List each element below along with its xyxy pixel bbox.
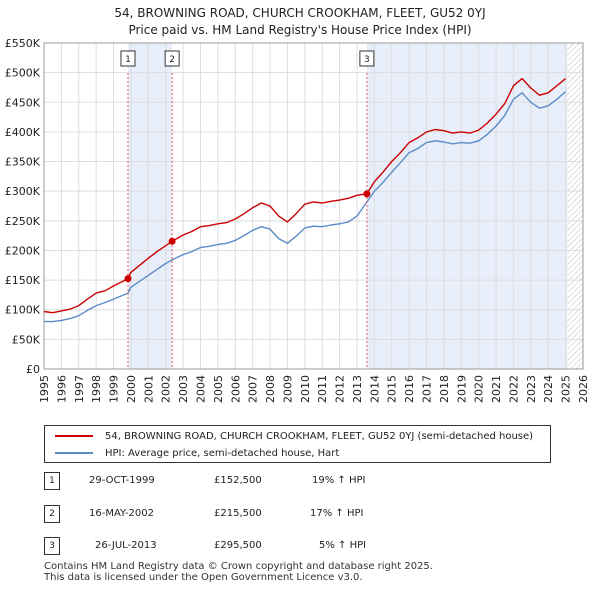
y-tick-label: £450K <box>5 96 41 109</box>
legend-label-hpi: HPI: Average price, semi-detached house,… <box>105 447 340 459</box>
x-tick-label: 2014 <box>368 375 381 403</box>
sale-date: 26-JUL-2013 <box>95 540 157 551</box>
x-tick-label: 2002 <box>160 375 173 403</box>
sale-hpi-diff: 5% ↑ HPI <box>319 540 367 551</box>
x-tick-label: 2006 <box>229 375 242 403</box>
x-tick-label: 2026 <box>577 375 590 403</box>
x-tick-label: 1995 <box>38 375 51 403</box>
chart-title-line2: Price paid vs. HM Land Registry's House … <box>128 23 472 37</box>
y-tick-label: £150K <box>5 274 41 287</box>
x-tick-label: 2015 <box>386 375 399 403</box>
y-tick-label: £400K <box>5 126 41 139</box>
sale-number-badge: 1 <box>44 472 60 490</box>
legend-swatch-hpi <box>55 452 93 454</box>
sale-date: 29-OCT-1999 <box>89 475 155 486</box>
x-tick-label: 2024 <box>542 375 555 403</box>
y-tick-label: £100K <box>5 304 41 317</box>
x-tick-label: 2003 <box>177 375 190 403</box>
footer: Contains HM Land Registry data © Crown c… <box>44 561 433 583</box>
price-chart: £0 £50K £100K £150K £200K £250K £300K £350K £400… <box>5 37 590 403</box>
x-tick-label: 2008 <box>264 375 277 403</box>
sale-point <box>124 275 132 283</box>
sale-hpi-diff: 19% ↑ HPI <box>312 475 366 486</box>
sale-label: 3 <box>364 55 370 65</box>
x-tick-label: 2023 <box>525 375 538 403</box>
x-tick-label: 2011 <box>316 375 329 403</box>
x-tick-label: 2020 <box>473 375 486 403</box>
sale-row: 3 26-JUL-2013 £295,500 5% ↑ HPI <box>44 537 564 557</box>
x-tick-label: 2021 <box>490 375 503 403</box>
sale-number-badge: 2 <box>44 505 60 523</box>
legend-item-property: 54, BROWNING ROAD, CHURCH CROOKHAM, FLEE… <box>55 428 533 444</box>
legend-item-hpi: HPI: Average price, semi-detached house,… <box>55 445 339 461</box>
x-tick-label: 2010 <box>299 375 312 403</box>
y-tick-label: £250K <box>5 215 41 228</box>
legend-label-property: 54, BROWNING ROAD, CHURCH CROOKHAM, FLEE… <box>105 430 534 442</box>
sale-label-box <box>164 50 180 67</box>
sale-number-badge: 3 <box>44 537 60 555</box>
x-tick-label: 2012 <box>334 375 347 403</box>
x-tick-label: 2007 <box>247 375 260 403</box>
y-tick-label: £350K <box>5 156 41 169</box>
sale-row: 1 29-OCT-1999 £152,500 19% ↑ HPI <box>44 472 564 492</box>
y-tick-label: £500K <box>5 67 41 80</box>
series-line <box>43 77 567 314</box>
x-tick-label: 1998 <box>90 375 103 403</box>
shaded-period <box>366 43 568 369</box>
y-tick-label: £300K <box>5 185 41 198</box>
series-line <box>44 91 567 323</box>
x-tick-label: 2013 <box>351 375 364 403</box>
x-tick-label: 1999 <box>108 375 121 403</box>
footer-licence: This data is licensed under the Open Gov… <box>44 572 363 583</box>
x-tick-label: 2017 <box>421 375 434 403</box>
legend-swatch-property <box>55 435 93 437</box>
sale-price: £215,500 <box>214 508 262 519</box>
x-tick-label: 2009 <box>281 375 294 403</box>
x-tick-label: 2016 <box>403 375 416 403</box>
sale-label-box <box>359 50 375 67</box>
y-tick-label: £0 <box>26 363 40 376</box>
sale-label-box <box>120 50 136 67</box>
x-tick-label: 2018 <box>438 375 451 403</box>
y-tick-label: £200K <box>5 244 41 257</box>
x-tick-label: 2025 <box>560 375 573 403</box>
x-tick-label: 1997 <box>73 375 86 403</box>
plot-border <box>43 42 584 370</box>
x-tick-label: 2004 <box>194 375 207 403</box>
sale-price: £152,500 <box>214 475 262 486</box>
sale-point <box>168 237 176 245</box>
x-tick-label: 2005 <box>212 375 225 403</box>
y-tick-label: £50K <box>12 333 41 346</box>
forecast-hatch <box>567 43 583 369</box>
sale-label: 2 <box>169 55 175 65</box>
x-tick-label: 2001 <box>142 375 155 403</box>
sale-date: 16-MAY-2002 <box>89 508 155 519</box>
shaded-period <box>127 43 173 369</box>
footer-copyright: Contains HM Land Registry data © Crown c… <box>44 561 433 572</box>
sale-price: £295,500 <box>214 540 262 551</box>
sale-label: 1 <box>125 55 131 65</box>
sale-row: 2 16-MAY-2002 £215,500 17% ↑ HPI <box>44 505 564 525</box>
sale-hpi-diff: 17% ↑ HPI <box>310 508 364 519</box>
x-tick-label: 2000 <box>125 375 138 403</box>
x-tick-label: 1996 <box>55 375 68 403</box>
y-tick-label: £550K <box>5 37 41 50</box>
chart-legend: 54, BROWNING ROAD, CHURCH CROOKHAM, FLEE… <box>44 425 551 463</box>
chart-title-line1: 54, BROWNING ROAD, CHURCH CROOKHAM, FLEE… <box>114 6 486 20</box>
x-tick-label: 2022 <box>507 375 520 403</box>
x-tick-label: 2019 <box>455 375 468 403</box>
sale-point <box>363 190 371 198</box>
